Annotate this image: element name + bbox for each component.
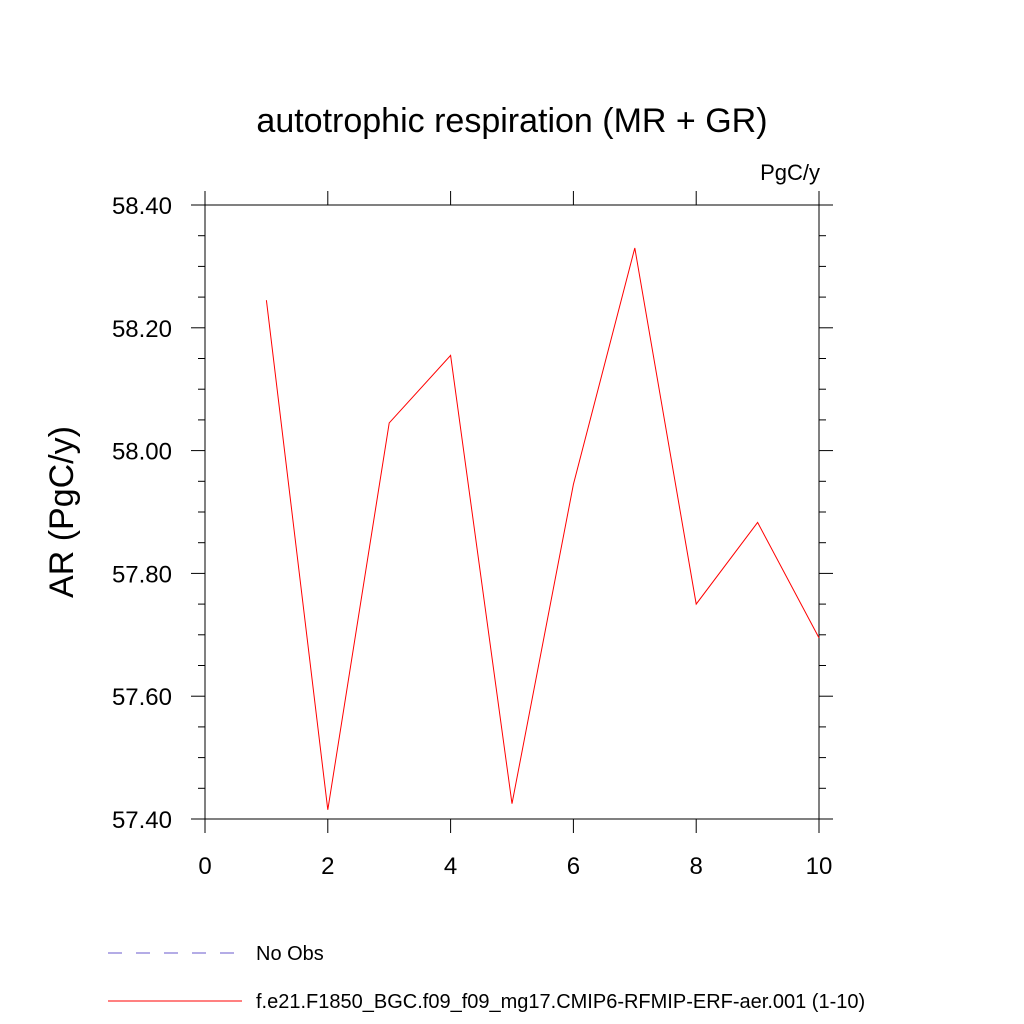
chart-units: PgC/y [760,160,820,185]
y-axis-label: AR (PgC/y) [43,426,81,598]
x-tick-label: 2 [321,853,334,880]
y-tick-label: 57.60 [112,684,172,711]
y-tick-label: 58.40 [112,193,172,220]
x-tick-label: 8 [690,853,703,880]
x-tick-label: 10 [806,853,833,880]
series-line [265,247,820,810]
x-tick-label: 4 [444,853,457,880]
y-tick-label: 58.00 [112,439,172,466]
legend-label: f.e21.F1850_BGC.f09_f09_mg17.CMIP6-RFMIP… [256,991,865,1013]
legend: No Obs f.e21.F1850_BGC.f09_f09_mg17.CMIP6… [108,943,865,1013]
plot-frame [204,204,820,820]
y-tick-label: 58.20 [112,316,172,343]
legend-label: No Obs [256,943,324,965]
x-tick-label: 0 [198,853,211,880]
chart-title: autotrophic respiration (MR + GR) [256,102,767,140]
series-layer [265,247,820,810]
x-tick-label: 6 [567,853,580,880]
plot-area: 0 2 4 6 8 10 57.40 57.60 57.80 58.00 58.20 58.40 [112,191,833,880]
y-tick-label: 57.40 [112,807,172,834]
y-tick-label: 57.80 [112,561,172,588]
